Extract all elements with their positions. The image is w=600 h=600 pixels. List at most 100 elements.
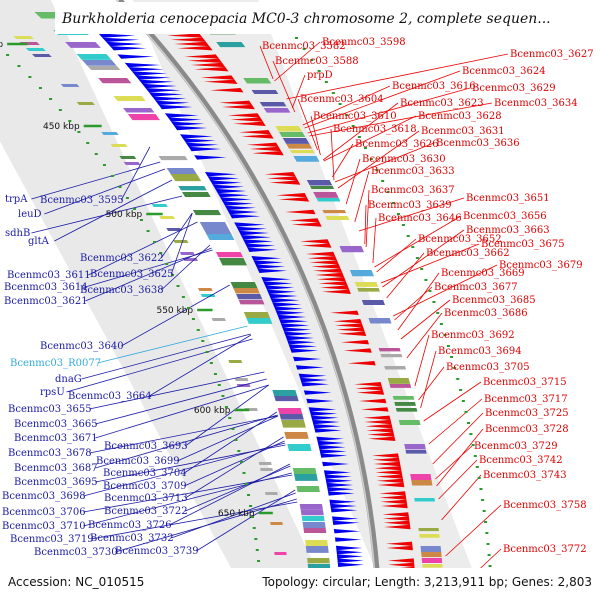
- forward-gene-arrow: [229, 214, 261, 219]
- minor-tick: [153, 241, 157, 243]
- left-feature-block: [238, 300, 265, 305]
- forward-gene-arrow: [283, 331, 313, 336]
- minor-tick: [363, 147, 367, 149]
- left-feature-block: [82, 60, 117, 66]
- left-feature-block: [277, 408, 303, 415]
- forward-gene-arrow: [306, 398, 334, 404]
- reverse-gene-arrow: [307, 256, 338, 261]
- forward-gene-arrow: [312, 419, 340, 425]
- left-feature-block: [272, 390, 298, 398]
- right-feature-block: [243, 78, 272, 84]
- minor-tick: [302, 48, 306, 50]
- right-feature-block: [289, 150, 315, 154]
- forward-gene-arrow: [330, 503, 357, 509]
- right-feature-block: [322, 210, 347, 214]
- right-feature-block: [410, 474, 432, 481]
- minor-tick: [255, 549, 259, 551]
- minor-tick: [102, 164, 106, 166]
- outer-feature-block: [274, 552, 287, 555]
- leader-line-reverse: [400, 299, 451, 340]
- forward-gene-arrow: [266, 289, 297, 294]
- minor-tick: [242, 472, 246, 474]
- right-feature-block: [216, 42, 246, 48]
- left-feature-block: [65, 42, 101, 48]
- reverse-gene-arrow: [340, 340, 370, 345]
- outer-feature-block: [25, 48, 46, 51]
- gene-label-reverse: Bcenmc03_3637: [371, 185, 455, 196]
- gene-label-forward: Bcenmc03_3655: [8, 404, 92, 415]
- minor-tick: [324, 81, 328, 83]
- leader-line-forward: [91, 501, 298, 540]
- reverse-gene-arrow: [266, 176, 298, 181]
- reverse-gene-arrow: [174, 41, 210, 47]
- gene-label-forward: Bcenmc03_3625: [90, 269, 174, 280]
- forward-gene-arrow: [327, 491, 355, 496]
- leader-line-reverse: [364, 204, 367, 245]
- leader-line-reverse: [428, 398, 483, 445]
- forward-gene-arrow: [164, 113, 199, 118]
- gene-label-reverse: Bcenmc03_3692: [431, 330, 515, 341]
- forward-gene-arrow: [329, 499, 357, 504]
- forward-gene-arrow: [324, 474, 352, 479]
- right-feature-block: [325, 216, 350, 221]
- left-feature-block: [182, 192, 211, 197]
- forward-gene-arrow: [268, 293, 298, 299]
- reverse-gene-arrow: [299, 239, 330, 244]
- minor-tick: [228, 417, 232, 419]
- gene-label-forward: Bcenmc03_3704: [103, 468, 187, 479]
- forward-gene-arrow: [325, 478, 353, 483]
- leader-line-forward: [44, 168, 166, 215]
- left-feature-block: [233, 288, 260, 294]
- minor-tick: [237, 450, 241, 452]
- header: Burkholderia cenocepacia MC0-3 chromosom…: [55, 2, 551, 34]
- leader-line-forward: [97, 325, 248, 364]
- minor-tick: [464, 411, 468, 413]
- leader-line-reverse: [394, 286, 433, 321]
- gene-label-forward: Bcenmc03_3719: [10, 534, 94, 545]
- reverse-gene-arrow: [379, 491, 406, 496]
- leader-line-reverse: [358, 197, 465, 232]
- reverse-gene-arrow: [384, 524, 411, 530]
- outer-feature-block: [211, 318, 226, 321]
- minor-tick: [133, 208, 137, 210]
- right-wedge-shade: [132, 0, 484, 600]
- minor-tick: [125, 197, 129, 199]
- minor-tick: [213, 373, 217, 375]
- forward-gene-arrow: [270, 298, 300, 303]
- leader-line-reverse: [307, 87, 471, 134]
- left-feature-block: [284, 432, 309, 439]
- right-feature-block: [421, 552, 442, 558]
- gene-label-forward: trpA: [5, 194, 28, 205]
- left-feature-block: [199, 222, 229, 229]
- forward-gene-arrow: [322, 461, 350, 467]
- right-feature-block: [394, 402, 416, 406]
- forward-gene-arrow: [336, 554, 364, 559]
- forward-gene-arrow: [117, 54, 154, 59]
- leader-line-forward: [31, 195, 183, 234]
- forward-gene-arrow: [155, 100, 190, 105]
- outer-feature-block: [13, 36, 34, 39]
- gene-label-reverse: Bcenmc03_3662: [426, 248, 510, 259]
- gene-label-forward: Bcenmc03_3722: [104, 506, 188, 517]
- forward-gene-arrow: [293, 356, 322, 362]
- leader-line-forward: [54, 179, 173, 242]
- leader-line-reverse: [322, 102, 399, 161]
- reverse-gene-arrow: [320, 285, 350, 290]
- outer-feature-block: [173, 240, 189, 243]
- gene-label-reverse: Bcenmc03_3628: [418, 111, 502, 122]
- reverse-gene-arrow: [269, 180, 301, 185]
- right-feature-block: [251, 90, 279, 94]
- gene-label-reverse: Bcenmc03_3630: [362, 154, 446, 165]
- gene-label-reverse: Bcenmc03_3646: [378, 213, 462, 224]
- reverse-gene-arrow: [364, 419, 392, 425]
- right-feature-block: [263, 108, 291, 113]
- gene-label-reverse: Bcenmc03_3588: [275, 56, 359, 67]
- outer-feature-block: [258, 462, 272, 465]
- leader-line-forward: [149, 334, 252, 397]
- forward-gene-arrow: [145, 88, 181, 93]
- reverse-gene-arrow: [382, 512, 409, 517]
- minor-tick: [439, 323, 443, 325]
- forward-gene-arrow: [309, 411, 338, 416]
- kbp-tick-label: 400 kbp: [0, 40, 3, 50]
